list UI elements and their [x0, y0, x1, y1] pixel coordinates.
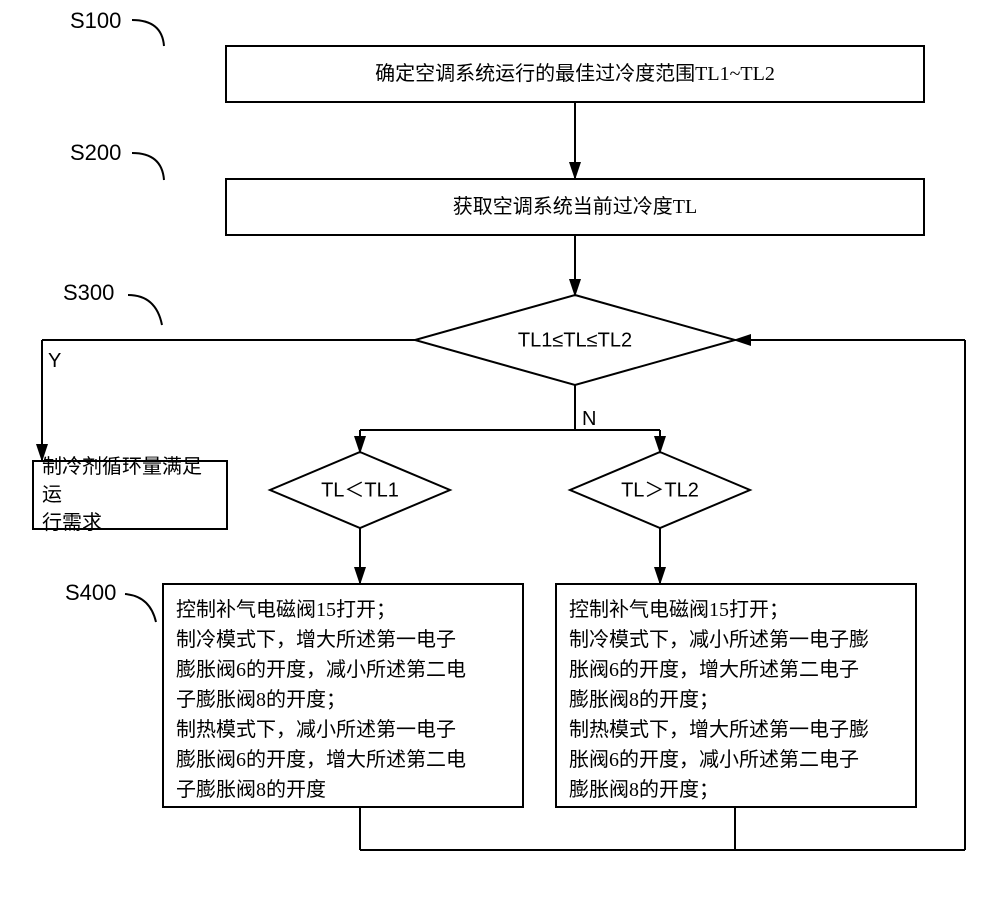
s100-box: 确定空调系统运行的最佳过冷度范围TL1~TL2: [225, 45, 925, 103]
edge-label-n: N: [582, 408, 596, 431]
s200-text: 获取空调系统当前过冷度TL: [453, 193, 697, 221]
label-s300-text: S300: [63, 280, 114, 305]
label-s400-text: S400: [65, 580, 116, 605]
yes-result-box: 制冷剂循环量满足运 行需求: [32, 460, 228, 530]
s100-text: 确定空调系统运行的最佳过冷度范围TL1~TL2: [375, 60, 775, 88]
label-s100-text: S100: [70, 8, 121, 33]
label-s100: S100: [70, 8, 121, 34]
left-action-box: 控制补气电磁阀15打开； 制冷模式下，增大所述第一电子 膨胀阀6的开度，减小所述…: [162, 583, 524, 808]
label-s200: S200: [70, 140, 121, 166]
edge-label-n-text: N: [582, 408, 596, 430]
edge-label-y: Y: [48, 350, 61, 373]
label-s400: S400: [65, 580, 116, 606]
s200-box: 获取空调系统当前过冷度TL: [225, 178, 925, 236]
left-action-text: 控制补气电磁阀15打开； 制冷模式下，增大所述第一电子 膨胀阀6的开度，减小所述…: [176, 595, 466, 805]
label-s200-text: S200: [70, 140, 121, 165]
svg-text:TL＜TL1: TL＜TL1: [321, 479, 399, 501]
right-action-text: 控制补气电磁阀15打开； 制冷模式下，减小所述第一电子膨 胀阀6的开度，增大所述…: [569, 595, 869, 805]
label-s300: S300: [63, 280, 114, 306]
svg-text:TL1≤TL≤TL2: TL1≤TL≤TL2: [518, 329, 632, 351]
edge-label-y-text: Y: [48, 350, 61, 372]
flowchart-stage: TL1≤TL≤TL2 TL＜TL1 TL＞TL2 确定空调系统运行的最佳过冷度范围T…: [0, 0, 1000, 901]
svg-text:TL＞TL2: TL＞TL2: [621, 479, 699, 501]
yes-result-text: 制冷剂循环量满足运 行需求: [42, 453, 218, 537]
right-action-box: 控制补气电磁阀15打开； 制冷模式下，减小所述第一电子膨 胀阀6的开度，增大所述…: [555, 583, 917, 808]
